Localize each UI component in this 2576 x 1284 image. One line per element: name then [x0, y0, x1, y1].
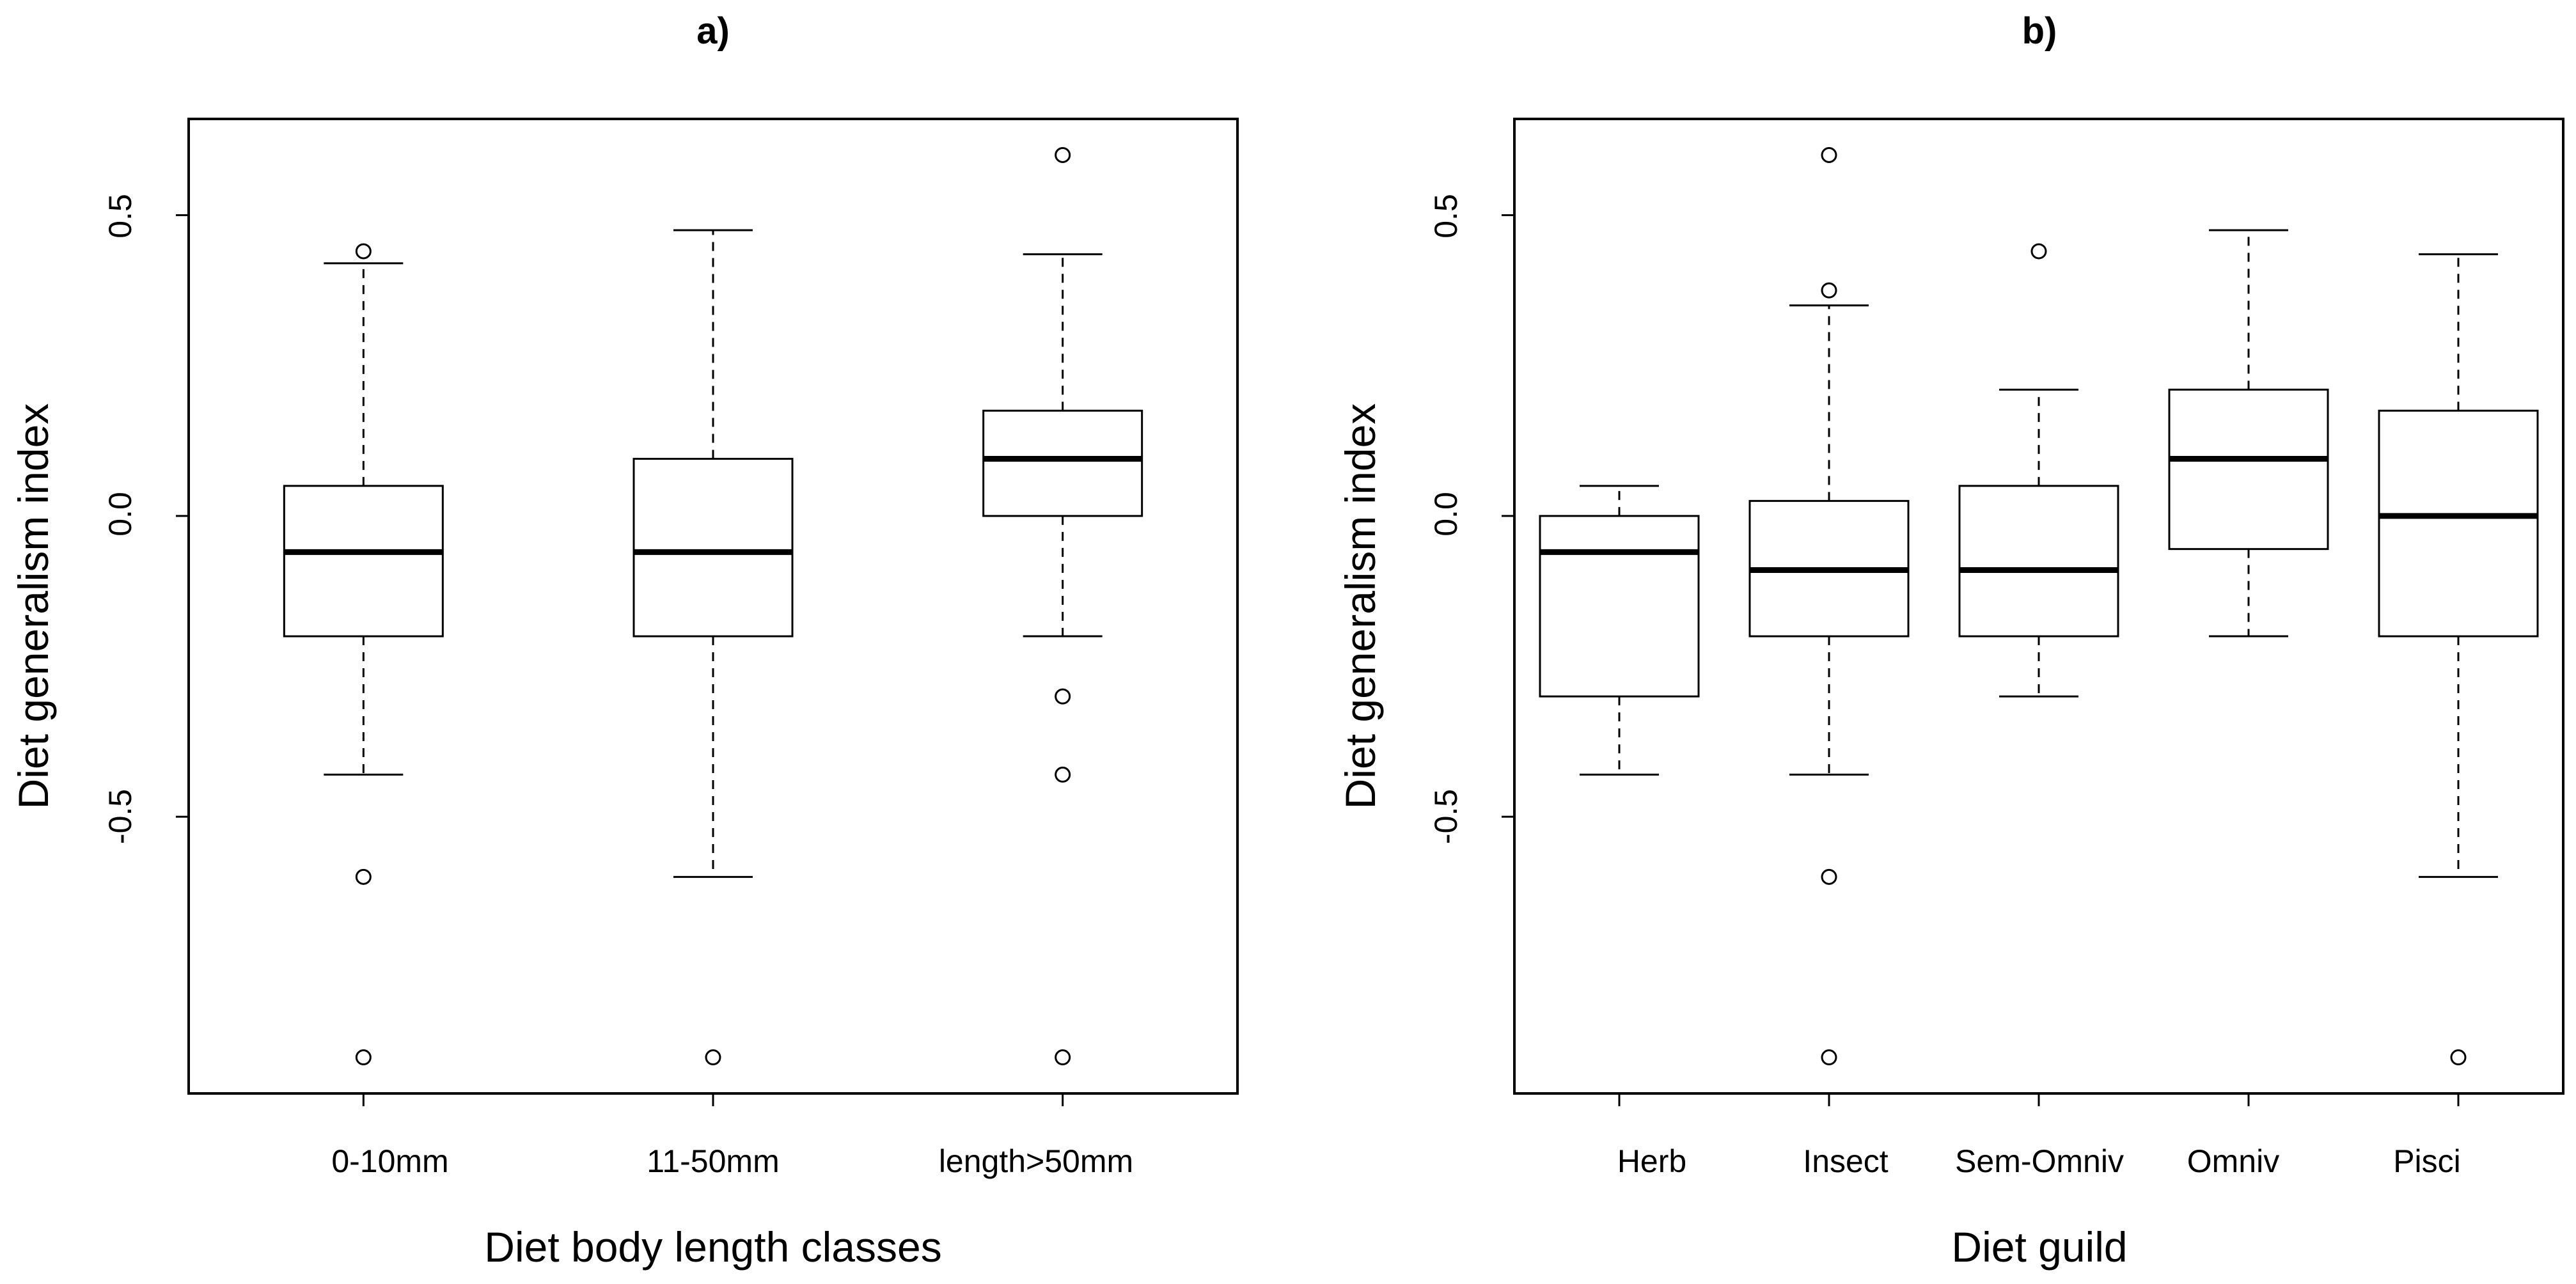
panel-b-ytick-label: 0.5: [1428, 194, 1464, 239]
panel-b-x-axis-label: Diet guild: [1951, 1223, 2127, 1271]
outlier-point: [1821, 282, 1837, 299]
panel-b-marks: [1502, 146, 2539, 1106]
panel-a-x-tick-labels: 0-10mm 11-50mm length>50mm: [331, 1143, 1133, 1179]
outlier-point: [2450, 1049, 2467, 1066]
box-iqr: [1958, 485, 2119, 638]
outlier-point: [2030, 243, 2047, 260]
box-iqr: [982, 409, 1143, 517]
panel-b-y-tick-labels: 0.5 0.0 -0.5: [1428, 194, 1464, 844]
outlier-point: [355, 243, 372, 260]
panel-b-xtick-label: Sem-Omniv: [1955, 1143, 2124, 1179]
panel-b-title: b): [2022, 10, 2057, 52]
panel-b-ytick-label: -0.5: [1428, 789, 1464, 844]
panel-b-xtick-label: Herb: [1617, 1143, 1686, 1179]
panel-b-xtick-label: Omniv: [2187, 1143, 2279, 1179]
panel-a: a) 0.5 0.0 -0.5 0-10mm 11-50mm length>50…: [10, 10, 1239, 1271]
panel-b-xtick-label: Insect: [1803, 1143, 1889, 1179]
outlier-point: [1821, 1049, 1837, 1066]
panel-a-xtick-label: 0-10mm: [331, 1143, 448, 1179]
outlier-point: [1055, 766, 1071, 783]
outlier-point: [355, 868, 372, 885]
panel-a-y-axis-label: Diet generalism index: [10, 403, 57, 810]
panel-a-ytick-label: -0.5: [102, 789, 138, 844]
outlier-point: [705, 1049, 721, 1066]
panel-a-title: a): [696, 10, 730, 52]
panel-b-y-axis-label: Diet generalism index: [1337, 403, 1384, 810]
panel-b-ytick-label: 0.0: [1428, 492, 1464, 536]
panel-b-x-tick-labels: Herb Insect Sem-Omniv Omniv Pisci: [1617, 1143, 2461, 1179]
outlier-point: [1821, 146, 1837, 163]
panel-a-ytick-label: 0.0: [102, 492, 138, 536]
panel-a-ytick-label: 0.5: [102, 194, 138, 239]
box-iqr: [632, 458, 794, 638]
panel-b-xtick-label: Pisci: [2393, 1143, 2461, 1179]
outlier-point: [1055, 688, 1071, 705]
panel-a-marks: [176, 146, 1143, 1106]
outlier-point: [1055, 1049, 1071, 1066]
outlier-point: [355, 1049, 372, 1066]
panel-a-xtick-label: 11-50mm: [647, 1143, 779, 1179]
panel-a-x-axis-label: Diet body length classes: [484, 1223, 941, 1271]
outlier-point: [1821, 868, 1837, 885]
box-iqr: [1539, 515, 1700, 698]
box-iqr: [2378, 409, 2539, 638]
box-iqr: [2168, 388, 2329, 551]
box-iqr: [283, 485, 444, 638]
panel-a-y-tick-labels: 0.5 0.0 -0.5: [102, 194, 138, 844]
outlier-point: [1055, 146, 1071, 163]
panel-a-xtick-label: length>50mm: [939, 1143, 1133, 1179]
panel-b: b) 0.5 0.0 -0.5 Herb Insect Sem-Omniv Om…: [1337, 10, 2564, 1271]
